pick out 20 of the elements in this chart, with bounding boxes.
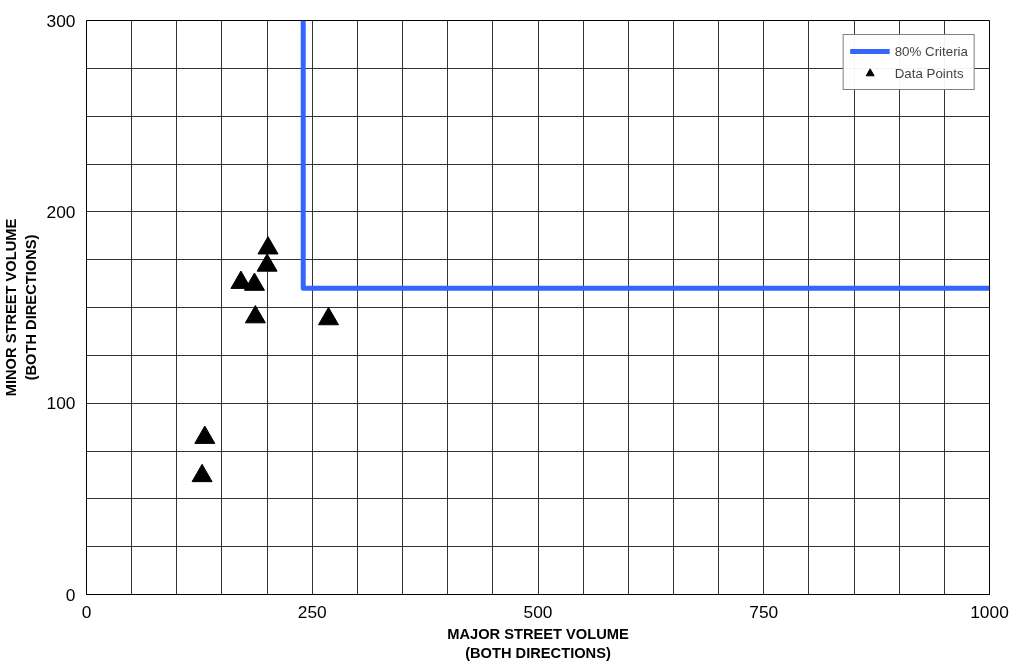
point [194,425,216,444]
x-tick-label: 750 [749,601,779,622]
point [191,463,213,483]
x-axis-title: MAJOR STREET VOLUME (BOTH DIRECTIONS) [447,625,630,661]
legend-label: Data Points [894,65,964,81]
point [318,306,339,326]
x-tick-label: 1000 [970,601,1009,622]
y-tick-label: 200 [46,201,76,222]
point [256,253,278,272]
x-tick-label: 500 [523,601,553,622]
point [257,236,279,255]
y-tick-label: 100 [46,393,76,414]
x-tick-label: 250 [297,601,327,622]
point [244,305,266,324]
y-tick-label: 300 [46,10,76,31]
y-axis-title: MINOR STREET VOLUME (BOTH DIRECTIONS) [3,218,39,397]
x-tick-label: 0 [81,601,92,622]
legend-label: 80% Criteria [894,43,968,59]
y-tick-label: 0 [65,584,76,605]
point [243,272,265,291]
